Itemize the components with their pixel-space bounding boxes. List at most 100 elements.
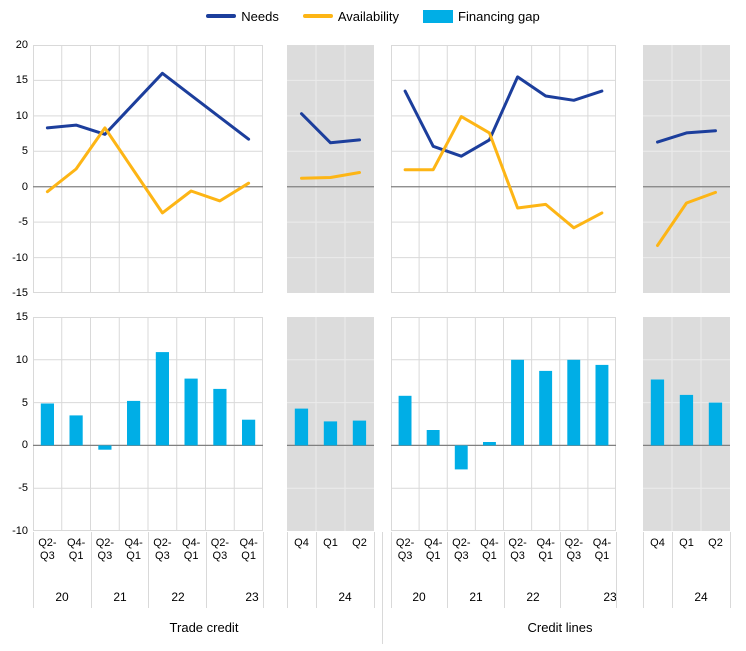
financing-gap-bar [69,415,83,446]
financing-gap-bar [398,395,412,446]
trade-credit-financing-gap-main-panel [33,317,263,531]
plot-border [33,45,263,293]
trade-credit-financing-gap-forecast-panel [287,317,374,531]
x-axis-quarter-label: Q2- Q3 [564,537,583,562]
x-axis-quarter-label: Q4- Q1 [239,537,258,562]
needs-line-forecast [300,112,361,145]
financing-gap-bar [127,400,141,446]
x-axis-forecast-year-label: 24 [338,590,352,604]
availability-line-forecast [300,171,361,180]
availability-line-forecast [656,190,717,247]
x-axis-quarter-label: Q2- Q3 [210,537,230,562]
y-axis-tick-label: 10 [15,353,28,366]
x-axis-year-label: 22 [171,590,185,604]
financing-gap-bar [454,445,468,470]
y-axis-tick-label: -5 [18,216,28,229]
trade-credit-needs-availability-forecast-panel [287,45,374,293]
financing-gap-bar-forecast [352,420,367,446]
financing-gap-bar [242,419,256,446]
x-axis-quarter-label: Q4- Q1 [480,537,499,562]
x-axis-year-label: 20 [55,590,69,604]
plot-border [391,317,616,531]
x-axis-quarter-label: Q2- Q3 [395,537,415,562]
availability-line [403,115,604,230]
x-axis-quarter-label: Q4- Q1 [536,537,555,562]
financing-gap-bar [184,378,198,446]
axis-separator-line [616,532,617,608]
financing-gap-bar [539,370,553,446]
financing-gap-bar [595,364,609,446]
x-axis-forecast-quarter-label: Q2 [352,537,367,549]
financing-gap-bar [98,445,112,450]
axis-separator-line [205,532,207,608]
y-axis-tick-label: 15 [15,311,28,323]
legend-label-availability: Availability [337,8,400,24]
x-axis-quarter-label: Q4- Q1 [181,537,201,562]
financing-gap-bar [426,430,440,446]
y-axis-tick-label: -10 [12,251,28,264]
legend-label-financing-gap: Financing gap [458,8,540,24]
plot-border [391,45,616,293]
group-divider-line [382,532,383,644]
axis-separator-line [263,532,264,608]
x-axis-year-label: 21 [113,590,127,604]
x-axis-quarter-label: Q4- Q1 [424,537,443,562]
y-axis-tick-label: -10 [12,525,28,537]
x-axis-year-label: 21 [469,590,483,604]
axis-separator-line [391,532,392,608]
x-axis-year-label: 23 [603,590,617,604]
legend-label-needs: Needs [241,8,279,24]
x-axis-year-label: 20 [412,590,426,604]
x-axis-year-label: 22 [526,590,540,604]
y-axis-tick-label: 10 [15,109,28,122]
financing-gap-bar-forecast [708,402,723,446]
x-axis-quarter-label: Q4- Q1 [592,537,612,562]
availability-line [45,126,251,215]
x-axis-quarter-label: Q2- Q3 [153,537,172,562]
group-title-trade-credit: Trade credit [169,620,239,635]
financing-gap-bar [213,388,227,446]
x-axis-forecast-quarter-label: Q4 [294,537,309,549]
x-axis-forecast-quarter-label: Q1 [679,537,694,549]
x-axis-year-label: 23 [245,590,259,604]
axis-separator-line [672,532,673,608]
x-axis-forecast-quarter-label: Q1 [323,537,338,549]
x-axis-forecast-quarter-label: Q4 [650,537,665,549]
availability-line-swatch-icon [302,14,333,18]
needs-line [45,71,251,141]
y-axis-tick-label: 5 [21,396,28,409]
financing-gap-bar [483,442,496,446]
needs-line-forecast [656,129,717,144]
legend-item-availability: Availability [302,8,400,24]
axis-separator-line [730,532,731,608]
financing-gap-bar-forecast [323,421,338,446]
plot-border [33,317,263,531]
trade-credit-needs-availability-main-panel [33,45,263,293]
y-axis-tick-label: 5 [21,145,28,158]
credit-lines-financing-gap-main-panel [391,317,616,531]
financing-gap-bar-forecast [294,408,309,446]
x-axis-quarter-label: Q2- Q3 [508,537,527,562]
y-axis-tick-label: 0 [21,439,28,452]
x-axis-quarter-label: Q4- Q1 [124,537,143,562]
axis-separator-line [643,532,644,608]
axis-separator-line [374,532,375,608]
axis-separator-line [148,532,149,608]
needs-line [403,75,604,158]
y-axis-tick-label: 20 [15,39,28,51]
axis-separator-line [90,532,92,608]
credit-lines-needs-availability-forecast-panel [643,45,730,293]
credit-lines-needs-availability-main-panel [391,45,616,293]
x-axis-forecast-year-label: 24 [694,590,708,604]
financing-gap-bar [155,352,169,446]
financing-gap-bar-forecast [650,379,665,446]
x-axis-forecast-quarter-label: Q2 [708,537,723,549]
financing-gap-bar-forecast [679,394,694,446]
axis-separator-line [33,532,34,608]
axis-separator-line [503,532,505,608]
axis-separator-line [559,532,561,608]
financing-gap-bar [567,359,581,446]
x-axis-quarter-label: Q2- Q3 [452,537,471,562]
y-axis-tick-label: 0 [21,180,28,193]
